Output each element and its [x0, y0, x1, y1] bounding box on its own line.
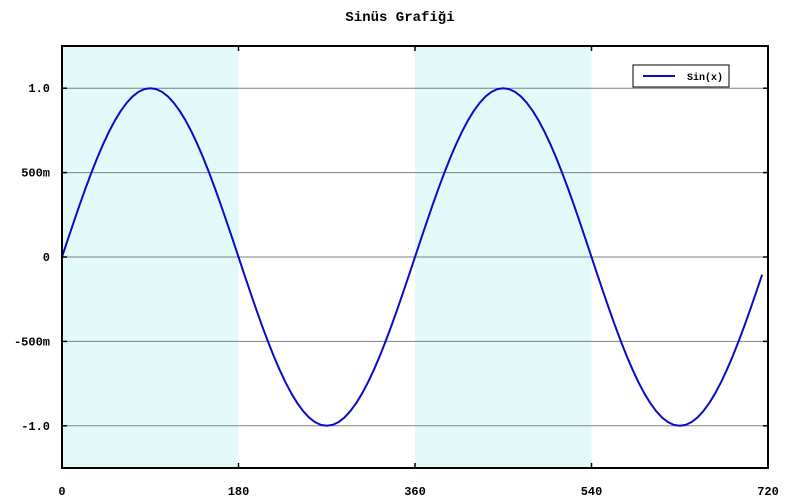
legend: Sin(x) — [632, 64, 730, 88]
chart-title: Sinüs Grafiği — [345, 10, 454, 26]
y-tick-label: -1.0 — [21, 420, 50, 434]
x-tick-label: 360 — [404, 485, 426, 499]
y-tick-label: 1.0 — [28, 82, 50, 96]
y-tick-label: -500m — [14, 335, 50, 349]
x-tick-label: 0 — [58, 485, 65, 499]
y-tick-label: 0 — [43, 251, 50, 265]
series-lines — [61, 87, 764, 427]
y-tick-label: 500m — [21, 167, 50, 181]
legend-label: Sin(x) — [687, 72, 723, 84]
legend-box — [632, 64, 730, 88]
axis-ticks: 1.0 500m 0 -500m -1.0 0 180 360 540 720 — [14, 46, 779, 499]
x-tick-label: 180 — [228, 485, 250, 499]
x-tick-label: 720 — [757, 485, 779, 499]
series-line-0 — [61, 87, 764, 427]
x-tick-label: 540 — [581, 485, 603, 499]
